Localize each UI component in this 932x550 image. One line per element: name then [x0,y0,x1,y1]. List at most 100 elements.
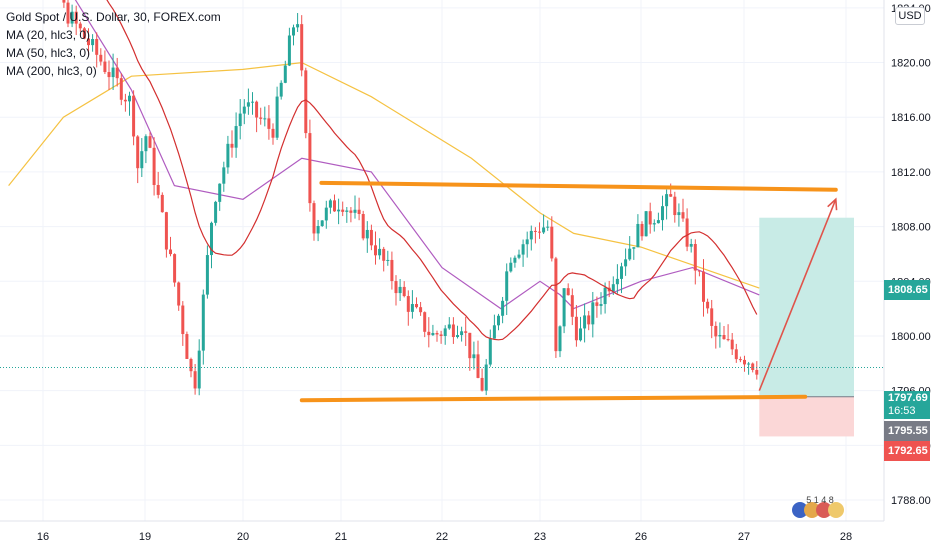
candle-body[interactable] [349,210,353,213]
candle-body[interactable] [706,301,710,309]
time-axis[interactable]: 16 19 20 21 22 23 26 27 28 [0,520,884,543]
candle-body[interactable] [226,143,230,168]
candle-body[interactable] [714,325,718,337]
candle-body[interactable] [460,331,464,336]
candle-body[interactable] [505,271,509,301]
candle-body[interactable] [521,244,525,255]
candle-body[interactable] [566,288,570,296]
candle-body[interactable] [156,185,160,195]
price-axis[interactable]: 1788.001792.001796.001800.001804.001808.… [883,0,932,550]
candle-body[interactable] [624,259,628,267]
candle-body[interactable] [99,54,103,62]
candle-body[interactable] [697,270,701,272]
candle-body[interactable] [259,117,263,119]
candle-body[interactable] [513,257,517,263]
candle-body[interactable] [292,27,295,36]
candle-body[interactable] [271,128,275,138]
candle-body[interactable] [386,259,390,261]
candle-body[interactable] [652,223,656,225]
candle-body[interactable] [669,194,673,197]
candle-body[interactable] [148,136,152,148]
candle-body[interactable] [747,363,751,365]
candle-body[interactable] [529,230,533,240]
candle-body[interactable] [402,286,406,297]
candle-body[interactable] [546,226,550,228]
candle-body[interactable] [328,200,332,208]
candle-body[interactable] [177,282,181,306]
target-zone[interactable] [759,217,854,397]
candle-body[interactable] [476,354,480,378]
candle-body[interactable] [103,61,107,73]
candle-body[interactable] [718,335,722,337]
stop-zone[interactable] [759,396,854,437]
candle-body[interactable] [238,113,242,127]
candle-body[interactable] [308,133,312,204]
candle-body[interactable] [78,23,82,29]
candle-body[interactable] [185,334,189,359]
candle-body[interactable] [70,11,74,24]
candle-body[interactable] [661,206,664,221]
candle-body[interactable] [439,334,443,336]
candle-body[interactable] [431,333,435,336]
candles[interactable] [9,0,759,396]
indicator-ma200[interactable]: MA (200, hlc3, 0) [6,64,97,78]
candle-body[interactable] [574,316,578,341]
candle-body[interactable] [62,0,66,3]
candle-body[interactable] [533,230,537,232]
candle-body[interactable] [193,371,197,389]
candle-body[interactable] [447,324,451,329]
indicator-ma50[interactable]: MA (50, hlc3, 0) [6,46,91,60]
candle-body[interactable] [218,183,222,202]
candle-body[interactable] [201,294,205,351]
candle-body[interactable] [189,358,193,372]
candle-body[interactable] [357,209,361,215]
candle-body[interactable] [484,364,488,391]
candle-body[interactable] [702,271,705,302]
candle-body[interactable] [136,136,140,169]
candle-body[interactable] [456,335,459,338]
candle-body[interactable] [341,209,345,212]
candle-body[interactable] [345,210,349,212]
candle-body[interactable] [570,295,574,317]
candle-body[interactable] [517,254,521,258]
ideas-badge[interactable]: 5 1 4 8 [790,495,850,521]
candle-body[interactable] [197,350,201,389]
candle-body[interactable] [66,2,70,24]
candle-body[interactable] [689,243,693,247]
candle-body[interactable] [374,245,377,256]
support-resistance-lines[interactable] [299,180,838,403]
candle-body[interactable] [394,281,398,294]
candle-body[interactable] [369,229,373,246]
candle-body[interactable] [275,96,279,138]
candle-body[interactable] [140,151,144,169]
candle-body[interactable] [144,136,148,152]
indicator-ma20[interactable]: MA (20, hlc3, 0) [6,28,91,42]
candle-body[interactable] [390,259,394,282]
candle-body[interactable] [132,95,136,137]
candle-body[interactable] [419,307,423,313]
candle-body[interactable] [324,207,328,221]
candle-body[interactable] [681,212,685,219]
candle-body[interactable] [464,331,468,333]
symbol-title[interactable]: Gold Spot / U.S. Dollar, 30, FOREX.com [6,10,221,24]
candle-body[interactable] [415,304,418,308]
candle-body[interactable] [615,278,619,285]
candle-body[interactable] [611,284,615,292]
candle-body[interactable] [722,335,726,340]
candle-body[interactable] [734,349,738,360]
candle-body[interactable] [427,331,431,336]
candle-body[interactable] [353,209,357,213]
candle-body[interactable] [554,258,558,352]
candle-body[interactable] [451,324,455,338]
candle-body[interactable] [115,67,119,79]
candle-body[interactable] [443,328,447,336]
candle-body[interactable] [222,167,226,184]
candle-body[interactable] [320,220,324,227]
projection-arrow[interactable] [758,197,838,391]
candle-body[interactable] [111,67,115,78]
candle-body[interactable] [287,35,291,66]
candle-body[interactable] [337,209,341,212]
candle-body[interactable] [410,304,414,312]
candle-body[interactable] [214,201,218,223]
